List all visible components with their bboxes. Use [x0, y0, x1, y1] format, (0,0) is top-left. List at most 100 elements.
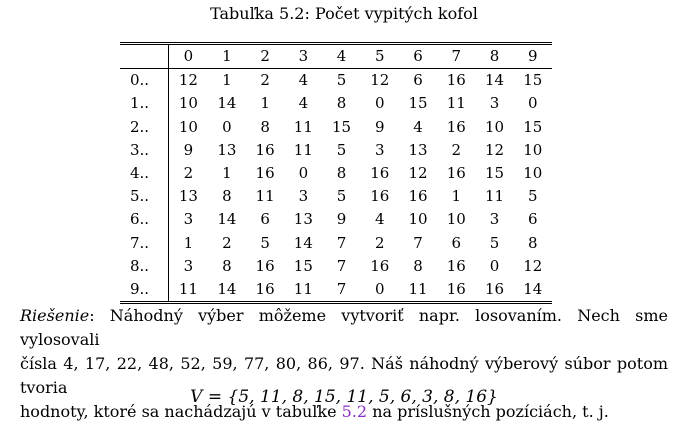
- row-label: 1..: [120, 92, 169, 116]
- table-cell: 5: [336, 71, 347, 90]
- table-cell: 11: [446, 94, 466, 113]
- table-cell: 9: [336, 210, 347, 229]
- solution-paragraph: Riešenie: Náhodný výber môžeme vytvoriť …: [20, 304, 668, 424]
- table-cell: 15: [408, 94, 428, 113]
- table-cell: 16: [446, 164, 466, 183]
- solution-text-3a: hodnoty, ktoré sa nachádzajú v tabuľke: [20, 402, 342, 421]
- table-cell: 16: [255, 140, 275, 159]
- table-cell: 14: [513, 277, 552, 305]
- table-cell: 1: [260, 94, 270, 113]
- table-cell: 13: [178, 187, 198, 206]
- table-cell: 10: [408, 210, 428, 229]
- table-row: 0.. 12 1 2 4 5 12 6 16 14 15: [120, 68, 552, 93]
- column-header: 2: [245, 41, 285, 70]
- result-formula: V = {5, 11, 8, 15, 11, 5, 6, 3, 8, 16}: [0, 385, 688, 409]
- table-cell: 6: [260, 210, 270, 229]
- column-header: 7: [437, 41, 476, 70]
- formula-text: V = {5, 11, 8, 15, 11, 5, 6, 3, 8, 16}: [190, 387, 498, 407]
- column-header: 1: [207, 41, 246, 70]
- table-cell: 0: [222, 117, 232, 136]
- table-cell: 8: [222, 187, 232, 206]
- table-row: 6.. 3 14 6 13 9 4 10 10 3 6: [120, 208, 552, 232]
- table-cell: 5: [489, 233, 500, 252]
- table-row: 7.. 1 2 5 14 7 2 7 6 5 8: [120, 231, 552, 255]
- table-cell: 5: [260, 233, 270, 252]
- table-cell: 11: [293, 140, 313, 159]
- table-cell: 5: [528, 187, 538, 206]
- table-cell: 10: [178, 117, 198, 136]
- table-cell: 5: [336, 140, 347, 159]
- column-header: 5: [360, 41, 399, 70]
- table-cell: 7: [413, 233, 423, 252]
- table-row: 3.. 9 13 16 11 5 3 13 2 12 10: [120, 138, 552, 162]
- table-cell: 16: [255, 164, 275, 183]
- table-cell: 11: [255, 187, 275, 206]
- table-cell: 0: [489, 256, 500, 275]
- header-corner-cell: [120, 41, 169, 70]
- table-cell: 10: [446, 210, 466, 229]
- table-cell: 2: [183, 164, 194, 183]
- table-cell: 13: [217, 140, 237, 159]
- row-label: 6..: [120, 208, 169, 232]
- table-cell: 16: [446, 256, 466, 275]
- table-cell: 2: [260, 71, 270, 90]
- table-cell: 14: [484, 71, 505, 90]
- row-label: 7..: [120, 231, 169, 255]
- table-row: 9.. 11 14 16 11 7 0 11 16 16 14: [120, 277, 552, 305]
- table-cell: 3: [183, 256, 194, 275]
- table-cell: 3: [298, 187, 309, 206]
- table-cell: 13: [293, 210, 313, 229]
- table-cell: 10: [523, 164, 543, 183]
- table-cell: 4: [413, 117, 423, 136]
- table-row: 2.. 10 0 8 11 15 9 4 16 10 15: [120, 115, 552, 139]
- row-label: 8..: [120, 254, 169, 278]
- table-cell: 8: [336, 94, 347, 113]
- solution-line-2: čísla 4, 17, 22, 48, 52, 59, 77, 80, 86,…: [20, 354, 668, 397]
- table-reference-link[interactable]: 5.2: [341, 402, 368, 421]
- column-header: 4: [322, 41, 361, 70]
- table-cell: 1: [222, 164, 232, 183]
- solution-text-3b: na príslušných pozíciách, t. j.: [367, 402, 609, 421]
- table-cell: 8: [222, 256, 232, 275]
- table-cell: 16: [370, 256, 390, 275]
- table-cell: 16: [446, 71, 466, 90]
- table-cell: 0: [528, 94, 538, 113]
- table-cell: 4: [298, 94, 309, 113]
- table-row: 5.. 13 8 11 3 5 16 16 1 11 5: [120, 185, 552, 209]
- row-label: 4..: [120, 161, 169, 186]
- table-cell: 3: [375, 140, 385, 159]
- table-cell: 6: [451, 233, 462, 252]
- table-cell: 3: [489, 210, 500, 229]
- table-caption: Tabuľka 5.2: Počet vypitých kofol: [210, 4, 478, 23]
- table-cell: 9: [183, 140, 194, 159]
- table-cell: 0: [375, 94, 385, 113]
- table-cell: 8: [260, 117, 270, 136]
- table-cell: 15: [523, 117, 543, 136]
- table-cell: 10: [523, 140, 543, 159]
- table-row: 8.. 3 8 16 15 7 16 8 16 0 12: [120, 254, 552, 278]
- table-cell: 2: [451, 140, 462, 159]
- column-header: 9: [513, 41, 552, 70]
- table-cell: 10: [484, 117, 505, 136]
- table-cell: 8: [336, 164, 347, 183]
- table-cell: 8: [413, 256, 423, 275]
- table-cell: 14: [217, 94, 237, 113]
- table-cell: 15: [484, 164, 505, 183]
- row-label: 3..: [120, 138, 169, 162]
- solution-label: Riešenie: [20, 306, 90, 325]
- table-cell: 12: [178, 71, 198, 90]
- row-label: 5..: [120, 185, 169, 209]
- table-cell: 16: [475, 277, 514, 305]
- table-cell: 12: [523, 256, 543, 275]
- table-cell: 5: [336, 187, 347, 206]
- table-cell: 16: [245, 277, 285, 305]
- table-body: 0.. 12 1 2 4 5 12 6 16 14 15 1.. 10 14 1 4 8 0 15 11 3 0 2.. 10…: [120, 68, 552, 305]
- table-cell: 11: [168, 277, 208, 305]
- table-cell: 2: [222, 233, 232, 252]
- table-cell: 0: [360, 277, 399, 305]
- table-cell: 12: [408, 164, 428, 183]
- row-label: 2..: [120, 115, 169, 139]
- table-cell: 11: [293, 117, 313, 136]
- table-cell: 2: [375, 233, 385, 252]
- table-cell: 13: [408, 140, 428, 159]
